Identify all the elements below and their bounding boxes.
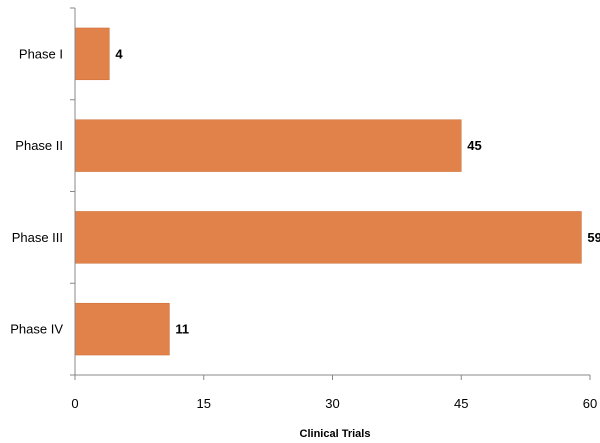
labels-layer: Phase I 4 Phase II 45 Phase III 59 Phase IV 11 0… (10, 46, 600, 411)
data-label: 45 (467, 138, 481, 153)
category-label: Phase IV (10, 322, 63, 337)
data-label: 4 (115, 46, 123, 61)
bars-layer (74, 27, 582, 356)
bar-phase-iv (74, 302, 170, 356)
data-label: 11 (175, 322, 189, 337)
x-tick-label: 45 (454, 396, 468, 411)
bar-phase-i (74, 27, 110, 81)
category-label: Phase III (12, 230, 63, 245)
x-tick-label: 60 (583, 396, 597, 411)
x-tick-label: 30 (325, 396, 339, 411)
x-axis-title: Clinical Trials (300, 428, 371, 440)
bar-phase-iii (74, 211, 582, 264)
category-label: Phase I (19, 46, 63, 61)
ticks-layer (70, 7, 591, 380)
data-label: 59 (587, 230, 600, 245)
x-tick-label: 15 (197, 396, 211, 411)
x-tick-label: 0 (71, 396, 78, 411)
category-label: Phase II (15, 138, 63, 153)
bar-phase-ii (74, 119, 462, 172)
